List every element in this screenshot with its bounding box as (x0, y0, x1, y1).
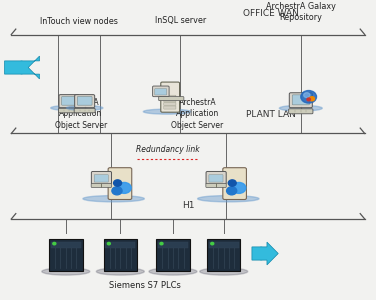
Ellipse shape (51, 106, 87, 110)
Circle shape (228, 180, 236, 186)
Circle shape (211, 242, 214, 245)
Text: InSQL server: InSQL server (155, 16, 206, 26)
Text: PLANT LAN: PLANT LAN (246, 110, 296, 119)
FancyBboxPatch shape (158, 242, 188, 248)
Text: ArchestrA
Application
Object Server: ArchestrA Application Object Server (171, 98, 223, 130)
Circle shape (301, 91, 317, 103)
FancyBboxPatch shape (289, 93, 312, 108)
Circle shape (227, 187, 237, 195)
Ellipse shape (279, 105, 322, 111)
FancyBboxPatch shape (153, 86, 169, 97)
FancyBboxPatch shape (289, 109, 313, 114)
Text: InTouch view nodes: InTouch view nodes (40, 16, 118, 26)
FancyBboxPatch shape (59, 108, 79, 113)
Ellipse shape (67, 106, 103, 110)
Ellipse shape (200, 268, 248, 275)
Circle shape (232, 182, 246, 194)
Text: Redundancy link: Redundancy link (135, 145, 199, 154)
Text: ArchestrA Galaxy
Repository: ArchestrA Galaxy Repository (266, 2, 336, 22)
FancyBboxPatch shape (209, 175, 223, 182)
FancyBboxPatch shape (155, 89, 167, 95)
FancyBboxPatch shape (105, 242, 135, 248)
FancyBboxPatch shape (91, 172, 112, 184)
FancyBboxPatch shape (51, 242, 80, 248)
Circle shape (108, 242, 111, 245)
FancyBboxPatch shape (206, 183, 226, 188)
Ellipse shape (143, 109, 191, 114)
FancyBboxPatch shape (164, 102, 176, 106)
Circle shape (304, 93, 310, 98)
FancyBboxPatch shape (94, 175, 108, 182)
Ellipse shape (83, 196, 144, 202)
FancyBboxPatch shape (164, 106, 176, 109)
Circle shape (309, 97, 314, 101)
Text: ArchestrA
Application
Object Server: ArchestrA Application Object Server (55, 98, 107, 130)
FancyBboxPatch shape (292, 95, 309, 105)
FancyBboxPatch shape (59, 94, 79, 108)
FancyBboxPatch shape (164, 99, 176, 102)
Text: Siemens S7 PLCs: Siemens S7 PLCs (109, 280, 181, 290)
Text: OFFICE WAN: OFFICE WAN (243, 9, 299, 18)
Ellipse shape (96, 268, 144, 275)
Circle shape (53, 242, 56, 245)
Ellipse shape (42, 268, 90, 275)
Polygon shape (5, 56, 39, 79)
FancyBboxPatch shape (206, 172, 226, 184)
FancyBboxPatch shape (62, 97, 76, 105)
FancyBboxPatch shape (49, 239, 82, 271)
FancyBboxPatch shape (74, 108, 95, 113)
Ellipse shape (198, 196, 259, 202)
FancyBboxPatch shape (108, 168, 132, 200)
Circle shape (114, 180, 121, 186)
FancyBboxPatch shape (91, 183, 112, 188)
Circle shape (307, 98, 310, 101)
FancyBboxPatch shape (209, 242, 239, 248)
Polygon shape (252, 242, 278, 265)
FancyBboxPatch shape (104, 239, 137, 271)
FancyBboxPatch shape (207, 239, 241, 271)
Text: H1: H1 (182, 201, 194, 210)
FancyBboxPatch shape (77, 97, 92, 105)
FancyBboxPatch shape (159, 97, 184, 101)
Circle shape (117, 182, 131, 194)
Circle shape (160, 242, 163, 245)
FancyBboxPatch shape (161, 82, 180, 112)
FancyBboxPatch shape (75, 94, 95, 108)
FancyBboxPatch shape (164, 95, 176, 98)
Circle shape (112, 187, 122, 195)
FancyBboxPatch shape (156, 239, 190, 271)
FancyBboxPatch shape (223, 168, 246, 200)
Ellipse shape (149, 268, 197, 275)
